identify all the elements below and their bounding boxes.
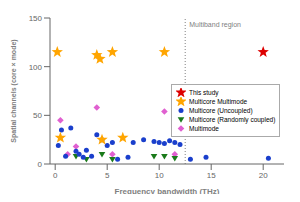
svg-text:100: 100 [29,63,43,72]
svg-text:10: 10 [155,171,164,180]
html-text:This study: This study [189,89,219,97]
svg-text:0: 0 [38,160,43,169]
svg-text:Frequency bandwidth (THz): Frequency bandwidth (THz) [115,187,220,194]
svg-text:15: 15 [207,171,216,180]
svg-text:50: 50 [33,111,42,120]
svg-text:20: 20 [259,171,268,180]
html-text:Multicore Multimode: Multicore Multimode [189,98,248,106]
html-text:Multicore (Uncoupled): Multicore (Uncoupled) [189,107,253,115]
svg-text:Multiband region: Multiband region [189,21,241,29]
svg-text:Spatial channels (core × mode): Spatial channels (core × mode) [10,39,18,142]
html-text:Multicore (Randomly coupled): Multicore (Randomly coupled) [189,116,276,124]
svg-text:0: 0 [53,171,58,180]
svg-text:5: 5 [105,171,110,180]
svg-text:150: 150 [29,14,43,23]
html-text:Multimode: Multimode [189,125,219,133]
